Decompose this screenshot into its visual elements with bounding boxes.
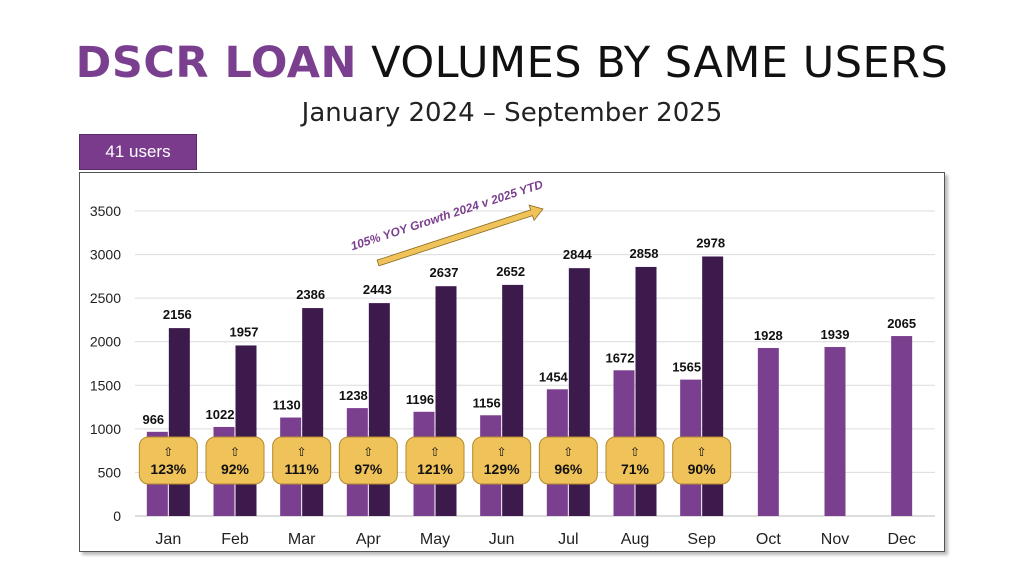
y-tick-label: 3500 (90, 203, 121, 219)
growth-up-icon: ⇧ (363, 445, 373, 459)
user-count-badge: 41 users (79, 134, 197, 170)
growth-percent: 97% (354, 461, 383, 477)
y-tick-label: 3000 (90, 247, 121, 263)
data-label-2024: 1565 (672, 360, 701, 375)
title-rest: VOLUMES BY SAME USERS (371, 38, 949, 88)
data-label-2024: 1196 (406, 392, 434, 407)
x-tick-label: Jul (558, 531, 578, 548)
data-label-2024: 1454 (539, 369, 569, 384)
x-tick-label: Jan (155, 531, 181, 548)
data-label-2024: 1130 (273, 398, 301, 413)
title-accent: DSCR LOAN (75, 38, 357, 88)
growth-up-icon: ⇧ (497, 445, 507, 459)
growth-callout (272, 436, 332, 485)
growth-percent: 71% (621, 461, 650, 477)
growth-callout (538, 436, 598, 485)
bar-2025 (302, 308, 324, 516)
growth-percent: 129% (484, 461, 520, 477)
y-tick-label: 1500 (90, 377, 121, 393)
growth-percent: 121% (417, 461, 453, 477)
x-tick-label: Mar (288, 531, 316, 548)
growth-percent: 92% (221, 461, 250, 477)
y-tick-label: 500 (98, 464, 122, 480)
data-label-2024: 1022 (206, 407, 235, 422)
growth-callout (672, 436, 732, 485)
data-label-2025: 2844 (563, 247, 593, 262)
chart-title: DSCR LOAN VOLUMES BY SAME USERS (0, 38, 1024, 88)
growth-trend-arrow (376, 204, 544, 267)
bar-2025 (235, 345, 257, 516)
data-label-2025: 2652 (496, 264, 525, 279)
growth-callout (472, 436, 532, 485)
growth-callout (138, 436, 198, 485)
growth-callout (338, 436, 398, 485)
bar-2025 (168, 328, 190, 516)
growth-callout (205, 436, 265, 485)
growth-up-icon: ⇧ (163, 445, 173, 459)
x-tick-label: Oct (756, 531, 781, 548)
y-tick-label: 2500 (90, 290, 121, 306)
data-label-2025: 2978 (696, 235, 725, 250)
x-tick-label: Apr (356, 531, 382, 548)
data-label-2024: 1238 (339, 388, 368, 403)
growth-up-icon: ⇧ (697, 445, 707, 459)
x-tick-label: Sep (687, 531, 716, 548)
arrow-icon (376, 204, 544, 267)
y-tick-label: 2000 (90, 334, 121, 350)
y-tick-label: 1000 (90, 421, 121, 437)
data-label-2025: 2637 (430, 265, 459, 280)
data-label-2024: 966 (142, 412, 164, 427)
growth-up-icon: ⇧ (297, 445, 307, 459)
growth-up-icon: ⇧ (430, 445, 440, 459)
data-label-2025: 2156 (163, 307, 192, 322)
data-label-2024: 2065 (887, 316, 916, 331)
x-tick-label: Feb (221, 531, 249, 548)
data-label-2025: 2858 (630, 246, 659, 261)
x-tick-label: May (420, 531, 450, 548)
data-label-2025: 2443 (363, 282, 392, 297)
data-label-2024: 1156 (473, 395, 501, 410)
data-label-2025: 1957 (230, 324, 259, 339)
x-tick-label: Dec (887, 531, 915, 548)
growth-up-icon: ⇧ (230, 445, 240, 459)
growth-percent: 90% (688, 461, 717, 477)
growth-percent: 96% (554, 461, 583, 477)
growth-percent: 123% (150, 461, 186, 477)
chart-subtitle: January 2024 – September 2025 (301, 98, 723, 128)
x-tick-label: Jun (489, 531, 515, 548)
growth-percent: 111% (285, 461, 320, 477)
bar-2024 (891, 336, 913, 516)
y-tick-label: 0 (113, 508, 121, 524)
data-label-2024: 1939 (821, 327, 850, 342)
growth-callout (405, 436, 465, 485)
data-label-2024: 1672 (606, 350, 635, 365)
x-tick-label: Aug (621, 531, 649, 548)
data-label-2025: 2386 (296, 287, 325, 302)
growth-up-icon: ⇧ (630, 445, 640, 459)
growth-up-icon: ⇧ (563, 445, 573, 459)
data-label-2024: 1928 (754, 328, 783, 343)
bar-2024 (824, 347, 846, 516)
growth-callout (605, 436, 665, 485)
x-tick-label: Nov (821, 531, 849, 548)
bar-2024 (757, 347, 779, 516)
